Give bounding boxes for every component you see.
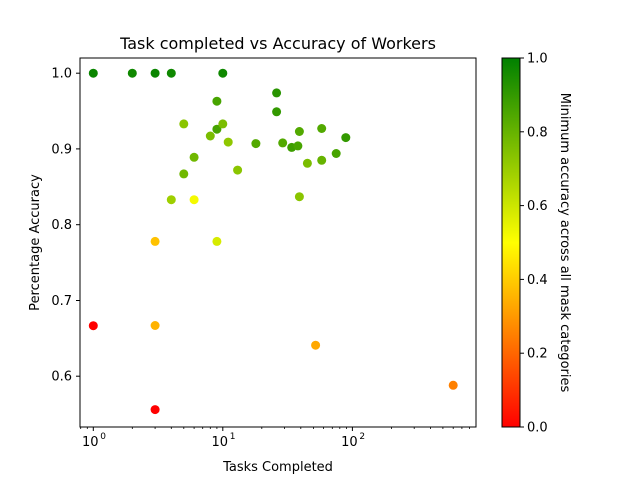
y-tick-label: 1.0 [51, 67, 72, 82]
x-tick-label: 10 [82, 435, 99, 450]
colorbar-ticks: 0.0 0.2 0.4 0.6 0.8 1.0 [520, 52, 548, 436]
data-point [294, 127, 304, 136]
data-point [272, 107, 282, 117]
data-point [150, 321, 160, 330]
data-point [272, 88, 282, 98]
data-point [251, 139, 261, 149]
data-point [218, 68, 228, 78]
colorbar-tick-label: 0.8 [527, 125, 548, 140]
data-point [233, 165, 243, 175]
x-tick-exponent: 1 [230, 432, 236, 442]
chart-title: Task completed vs Accuracy of Workers [119, 34, 436, 53]
data-point [150, 405, 160, 415]
data-point [166, 68, 176, 78]
colorbar-tick-label: 0.4 [527, 273, 548, 288]
colorbar-tick-label: 0.0 [527, 421, 548, 436]
data-point [448, 380, 458, 390]
colorbar-gradient [501, 57, 521, 428]
y-tick-label: 0.7 [51, 294, 72, 309]
data-point [189, 152, 199, 162]
y-axis-ticks: 0.6 0.7 0.8 0.9 1.0 [51, 67, 80, 385]
data-point [150, 236, 160, 246]
y-tick-label: 0.9 [51, 142, 72, 157]
data-point [212, 236, 222, 246]
data-point [88, 321, 98, 331]
y-tick-label: 0.6 [51, 370, 72, 385]
data-point [223, 137, 233, 147]
data-point [88, 68, 98, 78]
data-point [311, 340, 321, 350]
data-point [302, 158, 312, 168]
x-tick-exponent: 0 [100, 432, 106, 442]
data-point [212, 96, 222, 106]
data-point [212, 124, 222, 134]
data-point [179, 119, 189, 129]
data-point [278, 138, 288, 148]
data-point [189, 195, 199, 205]
colorbar-label: Minimum accuracy across all mask categor… [557, 93, 572, 393]
data-point [317, 124, 327, 133]
data-point [317, 155, 327, 165]
colorbar-tick-label: 0.6 [527, 199, 548, 214]
x-axis-ticks: 10 0 10 1 10 2 [80, 427, 470, 450]
data-point [331, 149, 341, 158]
data-point [150, 68, 160, 78]
plot-area [79, 57, 477, 428]
x-tick-exponent: 2 [359, 432, 365, 442]
data-point [179, 169, 189, 179]
plot-frame [79, 57, 477, 428]
data-point [166, 195, 176, 205]
scatter-points [88, 68, 458, 415]
data-point [218, 119, 228, 129]
x-tick-label: 10 [212, 435, 229, 450]
data-point [127, 68, 137, 78]
y-axis-label: Percentage Accuracy [28, 174, 43, 311]
data-point [205, 131, 215, 141]
x-axis-label: Tasks Completed [222, 460, 333, 475]
y-tick-label: 0.8 [51, 218, 72, 233]
data-point [294, 192, 304, 202]
colorbar: 0.0 0.2 0.4 0.6 0.8 1.0 Minimum accuracy acro… [501, 52, 572, 436]
x-tick-label: 10 [341, 435, 358, 450]
colorbar-tick-label: 0.2 [527, 347, 548, 362]
colorbar-tick-label: 1.0 [527, 52, 548, 67]
data-point [293, 141, 303, 151]
data-point [341, 133, 351, 143]
